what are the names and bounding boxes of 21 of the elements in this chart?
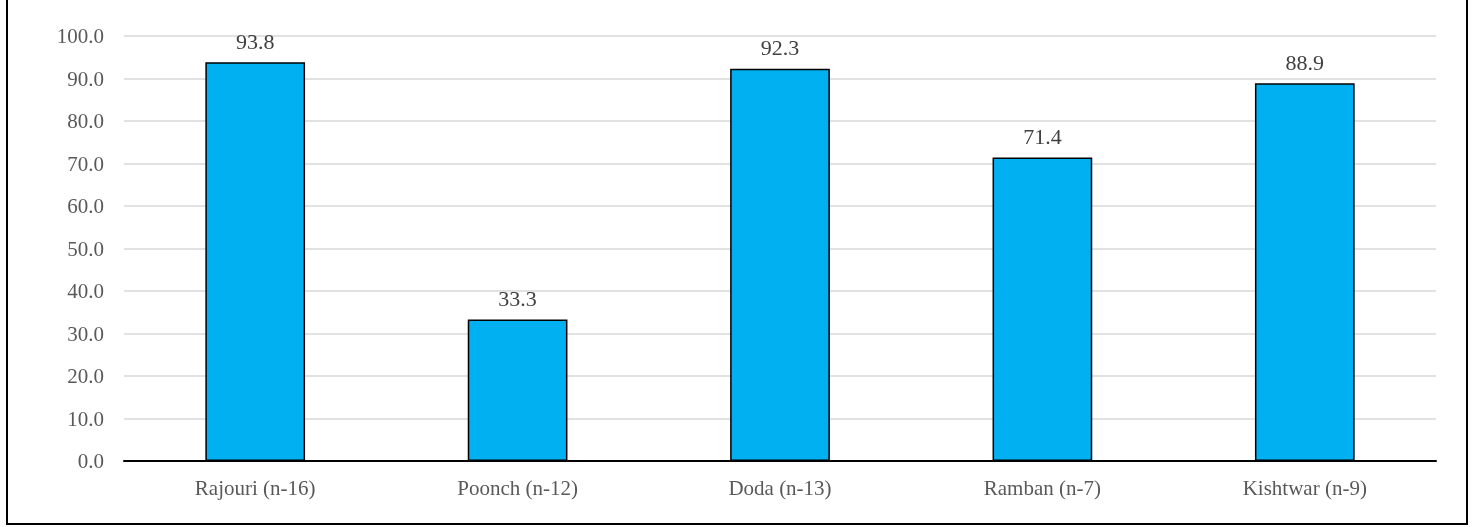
data-label: 88.9 <box>1285 49 1325 75</box>
data-label: 93.8 <box>235 28 275 54</box>
y-tick-label: 40.0 <box>67 279 104 303</box>
y-tick-label: 60.0 <box>67 194 104 218</box>
x-tick-label: Rajouri (n-16) <box>194 475 316 500</box>
y-tick-label: 10.0 <box>67 406 104 431</box>
y-tick-label: 30.0 <box>67 321 104 346</box>
data-label: 33.3 <box>498 285 537 311</box>
y-tick-label: 90.0 <box>67 66 104 91</box>
y-tick-label: 0.0 <box>77 449 104 473</box>
y-tick-label: 70.0 <box>67 151 104 176</box>
y-tick-label: 50.0 <box>67 236 104 261</box>
data-label: 71.4 <box>1023 124 1062 150</box>
x-tick-label: Doda (n-13) <box>728 475 832 500</box>
data-label: 92.3 <box>760 35 800 61</box>
y-tick-label: 20.0 <box>67 364 104 388</box>
y-tick-label: 100.0 <box>56 24 104 48</box>
y-tick-label: 80.0 <box>67 109 104 133</box>
x-tick-label: Poonch (n-12) <box>457 475 578 500</box>
x-tick-label: Kishtwar (n-9) <box>1242 475 1367 500</box>
x-tick-label: Ramban (n-7) <box>983 475 1102 500</box>
